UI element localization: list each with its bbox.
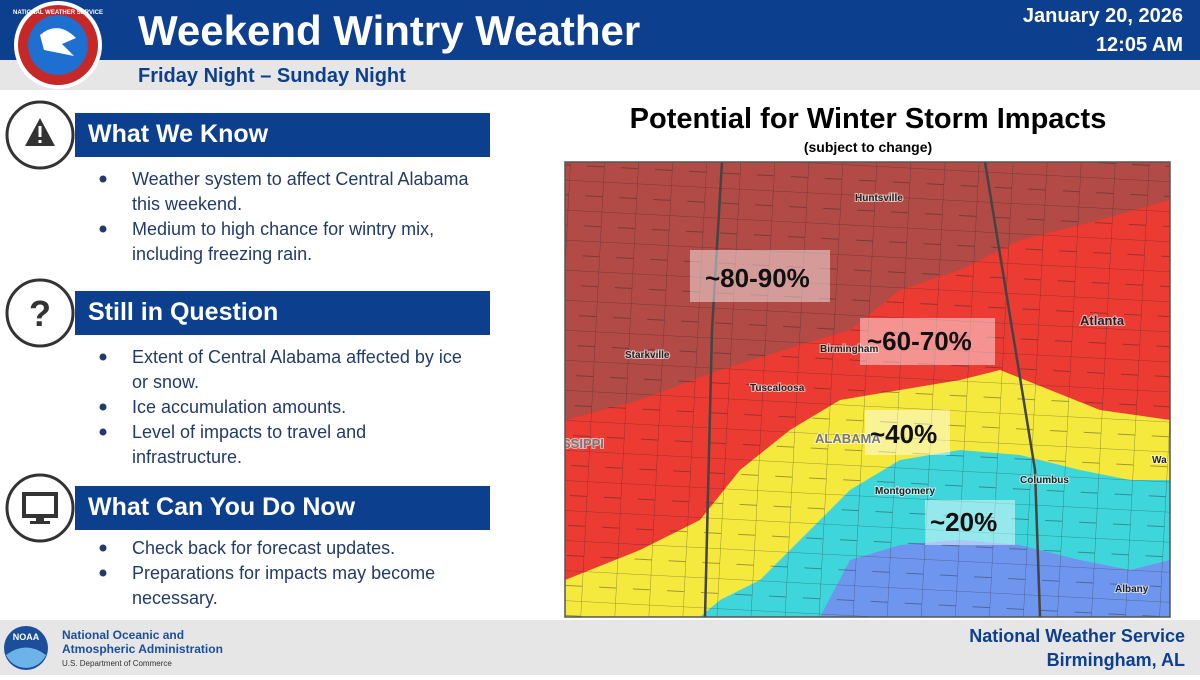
section: ? Still in Question Extent of Central Al… (5, 278, 490, 467)
date: January 20, 2026 (1023, 5, 1183, 27)
bullet-text: Check back for forecast updates. (132, 538, 395, 558)
bullet: Ice accumulation amounts. (132, 397, 346, 417)
bullet-text: Ice accumulation amounts. (132, 397, 346, 417)
bullet-text: Extent of Central Alabama affected by ic… (132, 347, 462, 392)
city-label: SSIPPI (562, 436, 604, 451)
section: What We Know Weather system to affect Ce… (5, 100, 490, 264)
section-title: What We Know (88, 120, 269, 148)
city-label: Tuscaloosa (750, 383, 805, 394)
footer-bar (0, 620, 1200, 675)
city-label: Wa (1152, 455, 1167, 466)
bullet-text-line: infrastructure. (132, 447, 242, 467)
bullet-text-line: this weekend. (132, 194, 242, 214)
noaa-logo: NOAA (4, 626, 48, 670)
bullet-text-line: necessary. (132, 588, 218, 608)
city-label: ALABAMA (815, 431, 881, 446)
bullet-text: Weather system to affect Central Alabama… (132, 169, 469, 214)
nws-logo: NATIONAL WEATHER SERVICE (13, 1, 103, 89)
agency: National Oceanic and (62, 628, 184, 642)
subtitle: Friday Night – Sunday Night (138, 65, 406, 87)
office-location: Birmingham, AL (1047, 650, 1185, 670)
agency: Atmospheric Administration (62, 642, 223, 656)
probability-label: ~40% (870, 419, 937, 449)
logo-text: NATIONAL WEATHER SERVICE (13, 10, 103, 16)
city-label: Montgomery (875, 486, 935, 497)
time: 12:05 AM (1096, 34, 1183, 56)
city-label: Huntsville (855, 193, 903, 204)
bullet: Level of impacts to travel and infrastruc… (132, 422, 366, 467)
map: Huntsville Atlanta Starkville Birmingham… (562, 162, 1170, 617)
probability-label: ~80-90% (705, 263, 810, 293)
logo-text: NOAA (13, 632, 40, 642)
department: U.S. Department of Commerce (62, 659, 172, 668)
header-bar (0, 0, 1200, 60)
bullet-text: Level of impacts to travel and infrastruc… (132, 422, 366, 467)
bullet: Check back for forecast updates. (132, 538, 395, 558)
bullet-text-line: or snow. (132, 372, 199, 392)
section: What Can You Do Now Check back for forec… (5, 473, 490, 608)
map-frame (564, 161, 1171, 618)
svg-text:?: ? (29, 293, 51, 334)
city-label: Albany (1115, 584, 1149, 595)
bullet-text: Medium to high chance for wintry mix, inc… (132, 219, 434, 264)
bullet-text-line: including freezing rain. (132, 244, 312, 264)
probability-label: ~60-70% (867, 326, 972, 356)
probability-label: ~20% (930, 507, 997, 537)
bullet: Medium to high chance for wintry mix, inc… (132, 219, 434, 264)
map-title: Potential for Winter Storm Impacts (630, 103, 1107, 135)
bullet-text: Preparations for impacts may become neces… (132, 563, 435, 608)
subheader-bar (0, 60, 1200, 90)
city-label: Starkville (625, 350, 670, 361)
section-title: Still in Question (88, 298, 278, 326)
map-subtitle: (subject to change) (804, 139, 932, 155)
bullet: Extent of Central Alabama affected by ic… (132, 347, 462, 392)
city-label: Birmingham (820, 344, 878, 355)
bullet: Weather system to affect Central Alabama… (132, 169, 469, 214)
title: Weekend Wintry Weather (138, 7, 640, 54)
city-label: Atlanta (1080, 313, 1125, 328)
section-title: What Can You Do Now (88, 493, 356, 521)
office: National Weather Service (969, 626, 1185, 646)
bullet: Preparations for impacts may become neces… (132, 563, 435, 608)
city-label: Columbus (1020, 475, 1069, 486)
